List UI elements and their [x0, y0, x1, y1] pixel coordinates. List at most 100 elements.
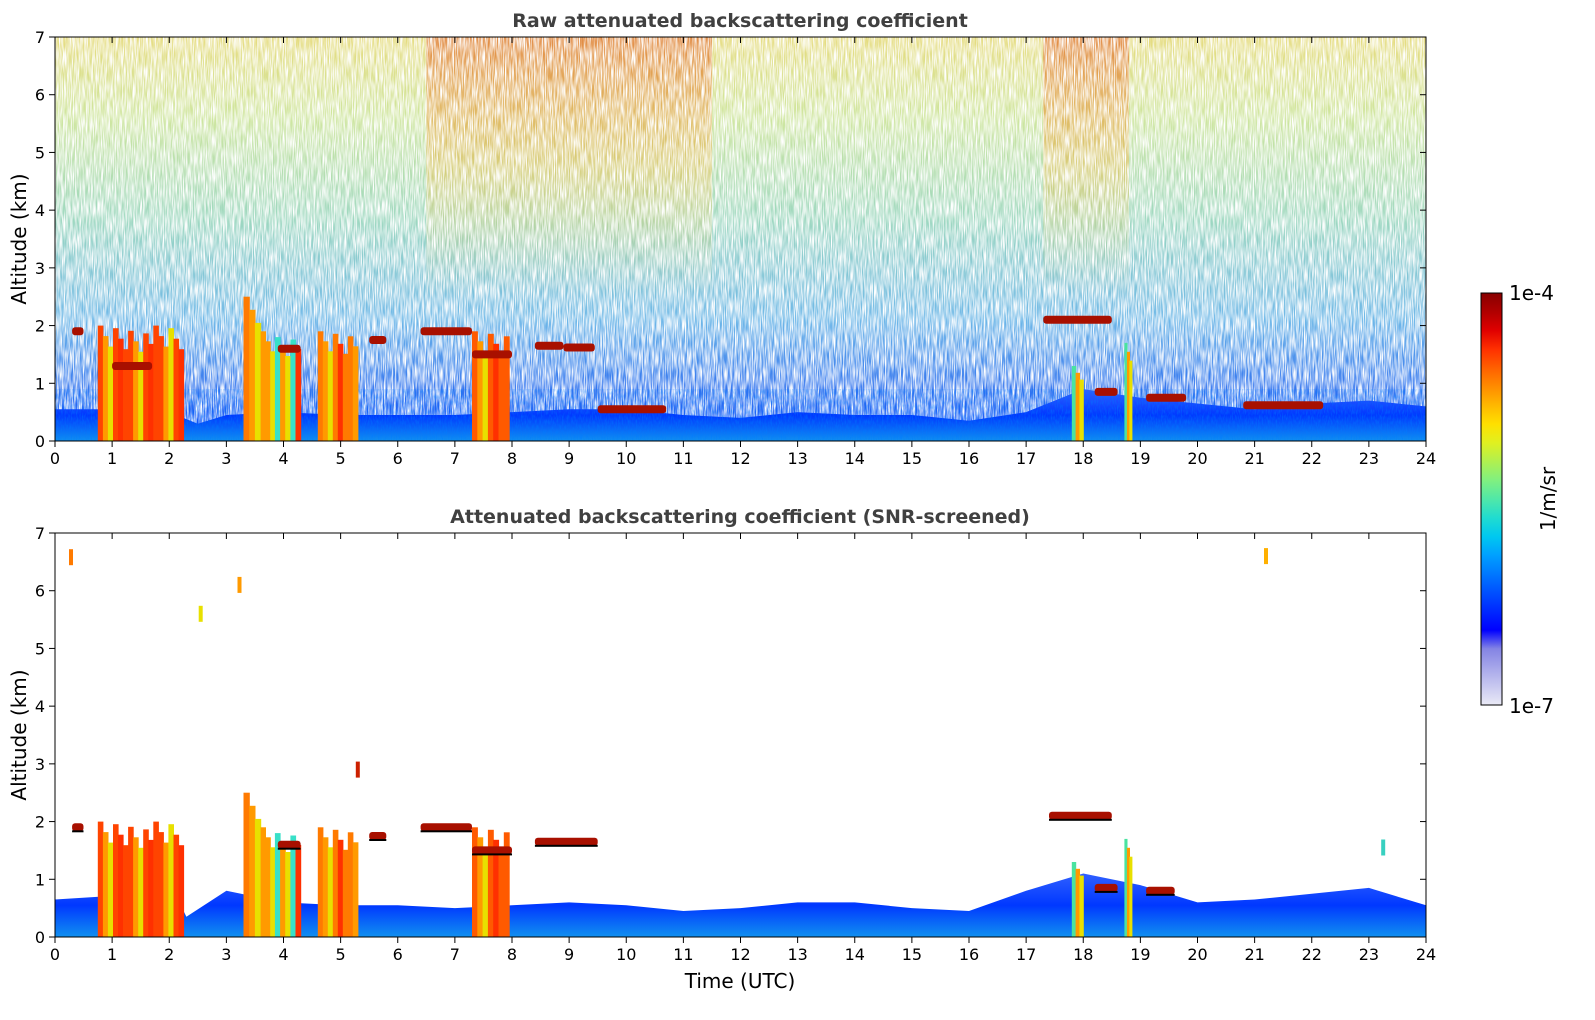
isolated-echo: [198, 605, 203, 622]
x-tick-label: 14: [845, 449, 865, 468]
aerosol-column: [168, 824, 174, 937]
y-tick-label: 5: [35, 143, 45, 162]
cloud-layer: [597, 405, 667, 414]
x-tick-label: 8: [507, 945, 517, 964]
aerosol-column: [97, 325, 104, 441]
y-tick-label: 4: [35, 201, 45, 220]
x-tick-label: 16: [959, 945, 979, 964]
x-tick-label: 16: [959, 449, 979, 468]
x-tick-label: 10: [616, 449, 636, 468]
x-tick-label: 23: [1359, 449, 1379, 468]
aerosol-column: [1079, 875, 1084, 937]
y-tick-label: 5: [35, 639, 45, 658]
aerosol-column: [260, 827, 266, 937]
aerosol-column: [249, 805, 256, 937]
aerosol-column: [487, 829, 494, 937]
aerosol-column: [337, 343, 344, 441]
x-tick-label: 11: [673, 945, 693, 964]
aerosol-column: [118, 338, 124, 441]
aerosol-column: [178, 349, 185, 441]
aerosol-column: [317, 827, 324, 937]
x-tick-label: 4: [278, 449, 288, 468]
aerosol-column: [482, 847, 489, 937]
heatmap-area: [55, 37, 1426, 441]
aerosol-column: [133, 837, 139, 937]
cloud-layer: [72, 327, 84, 336]
aerosol-column: [342, 353, 349, 441]
colorbar-unit-label: 1/m/sr: [1536, 466, 1560, 531]
y-tick-label: 0: [35, 928, 45, 947]
cloud-layer: [1094, 883, 1118, 892]
cloud-layer: [369, 832, 387, 840]
aerosol-column: [133, 341, 139, 441]
x-tick-label: 2: [164, 449, 174, 468]
aerosol-column: [1126, 351, 1130, 441]
colorbar: 1e-4 1e-7 1/m/sr: [1480, 281, 1560, 718]
aerosol-column: [472, 331, 478, 441]
aerosol-column: [322, 341, 329, 441]
cloud-layer: [534, 837, 598, 846]
cloud-layer: [472, 350, 512, 359]
aerosol-column: [265, 341, 271, 441]
aerosol-column: [168, 328, 174, 441]
aerosol-column: [295, 348, 302, 441]
y-tick-label: 3: [35, 259, 45, 278]
x-tick-label: 2: [164, 945, 174, 964]
aerosol-column: [327, 847, 334, 937]
cloud-layer-edge: [1146, 893, 1175, 896]
x-tick-label: 19: [1130, 945, 1150, 964]
aerosol-column: [173, 834, 180, 937]
colorbar-max-label: 1e-4: [1509, 281, 1554, 305]
aerosol-column: [285, 852, 291, 937]
cloud-layer-edge: [1049, 818, 1112, 821]
aerosol-column: [1079, 379, 1084, 441]
aerosol-column: [285, 356, 291, 441]
cloud-layer: [1146, 393, 1187, 402]
aerosol-column: [477, 341, 484, 441]
aerosol-column: [143, 829, 149, 937]
x-axis: 0 1 2 3 4 5 6 7 8 9 10 11 12 13 14 15 16 17 18 19 20 21 22 23 24: [50, 533, 1436, 964]
x-tick-label: 6: [393, 449, 403, 468]
x-tick-label: 1: [107, 945, 117, 964]
aerosol-column: [1129, 360, 1133, 441]
x-tick-label: 1: [107, 449, 117, 468]
x-tick-label: 3: [221, 449, 231, 468]
aerosol-column: [102, 832, 109, 937]
raw-backscatter-panel: Raw attenuated backscattering coefficien…: [7, 10, 1436, 468]
x-tick-label: 19: [1130, 449, 1150, 468]
aerosol-column: [317, 331, 324, 441]
aerosol-column: [1124, 838, 1128, 937]
aerosol-column: [153, 325, 159, 441]
x-tick-label: 24: [1416, 945, 1436, 964]
aerosol-column: [322, 837, 329, 937]
x-tick-label: 5: [336, 945, 346, 964]
aerosol-column: [503, 336, 510, 441]
aerosol-column: [352, 346, 359, 441]
x-tick-label: 17: [1016, 945, 1036, 964]
x-tick-label: 15: [902, 449, 922, 468]
aerosol-column: [280, 346, 286, 441]
cloud-layer: [563, 343, 595, 352]
x-tick-label: 21: [1244, 945, 1264, 964]
aerosol-column: [1071, 366, 1077, 441]
heatmap-area: [55, 533, 1426, 937]
colorbar-frame: [1480, 292, 1503, 706]
aerosol-column: [163, 842, 169, 937]
cloud-layer: [420, 327, 472, 336]
aerosol-column: [503, 832, 510, 937]
x-tick-label: 5: [336, 449, 346, 468]
aerosol-column: [270, 351, 276, 441]
aerosol-column: [332, 333, 339, 441]
isolated-echo: [1381, 839, 1386, 856]
y-axis: 0 1 2 3 4 5 6 7: [35, 28, 1426, 451]
aerosol-column: [158, 832, 164, 937]
aerosol-column: [472, 827, 478, 937]
aerosol-column: [493, 343, 500, 441]
cloud-layer: [1043, 315, 1112, 324]
cloud-layer: [1146, 886, 1175, 895]
aerosol-column: [163, 346, 169, 441]
cloud-layer: [1094, 387, 1118, 396]
cloud-layer: [72, 823, 84, 832]
x-tick-label: 23: [1359, 945, 1379, 964]
